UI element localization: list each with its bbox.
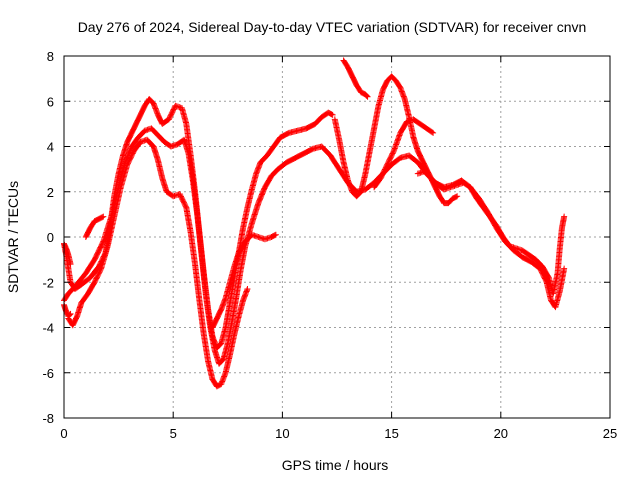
data-segment	[61, 125, 568, 367]
data-segment	[371, 116, 437, 191]
x-tick-label: 10	[275, 426, 289, 441]
y-tick-label: -8	[42, 411, 54, 426]
grid	[64, 56, 610, 418]
y-tick-label: 4	[47, 140, 54, 155]
data-segment	[340, 57, 371, 100]
x-tick-label: 5	[170, 426, 177, 441]
data-segment	[209, 231, 279, 331]
y-tick-label: -4	[42, 321, 54, 336]
y-tick-label: -2	[42, 275, 54, 290]
y-axis-title: SDTVAR / TECUs	[5, 181, 21, 293]
chart-title: Day 276 of 2024, Sidereal Day-to-day VTE…	[78, 19, 587, 35]
y-tick-label: 2	[47, 185, 54, 200]
data-segment	[414, 168, 568, 297]
x-axis-title: GPS time / hours	[282, 457, 389, 473]
x-tick-label: 0	[60, 426, 67, 441]
data-segment	[82, 213, 107, 240]
x-tick-label: 25	[603, 426, 617, 441]
data-layer	[61, 57, 568, 390]
data-segment	[61, 240, 74, 268]
y-tick-label: 6	[47, 94, 54, 109]
x-tick-label: 15	[384, 426, 398, 441]
y-tick-label: -6	[42, 366, 54, 381]
x-tick-label: 20	[494, 426, 508, 441]
ticks: 0 5 10 15 20 25 -8 -6 -4 -2 0 2 4 6 8	[42, 49, 617, 441]
y-tick-label: 8	[47, 49, 54, 64]
data-segment	[61, 301, 74, 320]
y-tick-label: 0	[47, 230, 54, 245]
